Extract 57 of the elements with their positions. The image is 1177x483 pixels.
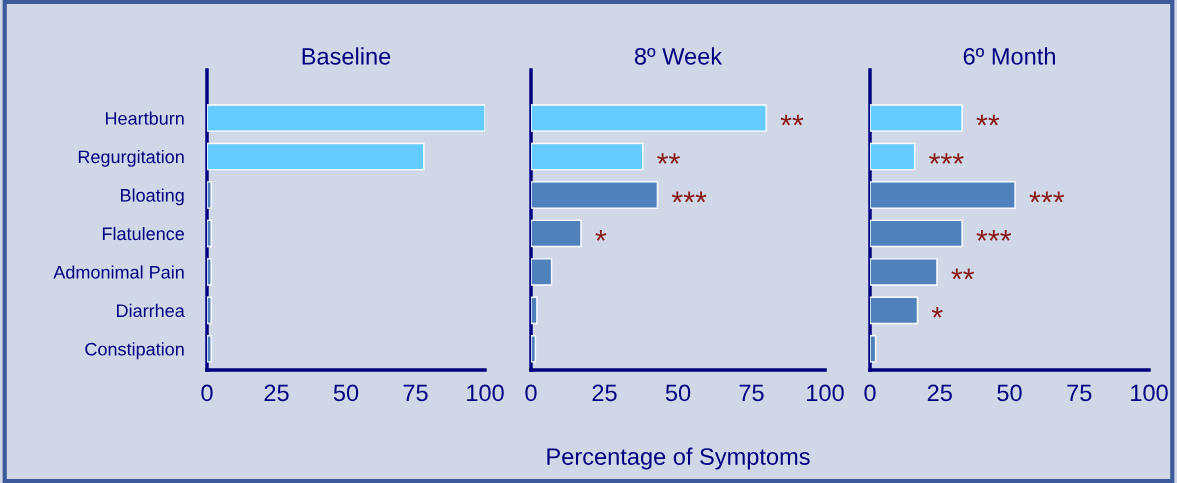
bar xyxy=(207,104,485,132)
bar xyxy=(870,219,963,248)
annotation: * xyxy=(595,230,607,241)
bar xyxy=(207,219,212,248)
x-tick-label: 75 xyxy=(1067,384,1092,402)
annotation: *** xyxy=(929,153,964,164)
annotation: ** xyxy=(951,268,975,280)
x-tick-label: 50 xyxy=(665,384,691,402)
bar xyxy=(870,296,919,325)
x-tick-label: 100 xyxy=(467,384,504,402)
bar xyxy=(207,181,212,209)
y-tick-label: Constipation xyxy=(85,342,184,360)
y-tick-label: Bloating xyxy=(121,188,184,206)
x-tick-label: 25 xyxy=(264,384,289,402)
x-tick-label: 100 xyxy=(1131,384,1168,402)
annotation: *** xyxy=(1029,191,1065,203)
bar xyxy=(531,219,582,248)
bar xyxy=(207,296,212,325)
bar xyxy=(870,258,938,286)
annotation: * xyxy=(931,306,943,318)
y-tick-label: Flatulence xyxy=(102,226,184,241)
chart-title: 6º Month xyxy=(963,47,1055,65)
bar xyxy=(531,142,644,171)
bar xyxy=(531,296,538,325)
x-tick-label: 0 xyxy=(201,384,213,402)
x-tick-label: 75 xyxy=(739,384,764,402)
bar xyxy=(207,335,212,363)
x-tick-label: 25 xyxy=(927,384,952,402)
x-axis-title: Percentage of Symptoms xyxy=(547,447,810,470)
annotation: *** xyxy=(976,230,1012,241)
bar xyxy=(870,104,963,132)
bar xyxy=(870,181,1016,209)
y-tick-label: Heartburn xyxy=(105,111,184,125)
x-tick-label: 100 xyxy=(807,384,844,402)
annotation: ** xyxy=(976,114,1000,126)
x-tick-label: 25 xyxy=(592,384,617,402)
y-tick-label: Diarrhea xyxy=(117,303,185,318)
y-tick-label: Regurgitation xyxy=(78,150,184,167)
y-tick-label: Admonimal Pain xyxy=(53,265,184,279)
x-tick-label: 75 xyxy=(403,384,428,402)
annotation: ** xyxy=(780,114,804,126)
bar xyxy=(531,335,537,363)
bar xyxy=(207,258,212,286)
x-tick-label: 50 xyxy=(997,384,1022,402)
x-tick-label: 0 xyxy=(525,384,537,402)
bar xyxy=(870,142,916,171)
bar xyxy=(531,258,553,286)
annotation: ** xyxy=(657,153,680,164)
chart-title: 8º Week xyxy=(634,47,723,65)
bar xyxy=(870,335,877,363)
bar xyxy=(531,181,659,209)
bar xyxy=(531,104,767,132)
annotation: *** xyxy=(671,191,707,203)
x-tick-label: 0 xyxy=(864,384,876,402)
chart-title: Baseline xyxy=(302,47,391,65)
x-tick-label: 50 xyxy=(333,384,359,402)
bar xyxy=(207,142,425,171)
